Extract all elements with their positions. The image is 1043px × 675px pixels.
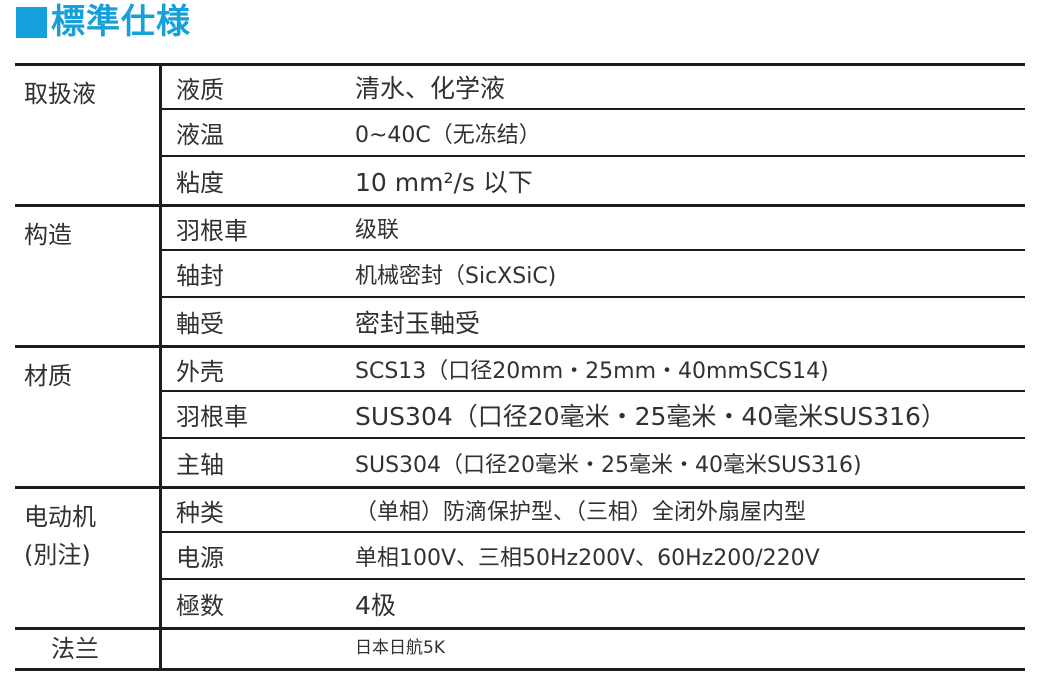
category-label-note: (別注) <box>24 541 91 570</box>
table-row: 羽根車 SUS304（口径20毫米・25毫米・40毫米SUS316） <box>162 392 1025 439</box>
table-row: 种类 （单相）防滴保护型、（三相）全闭外扇屋内型 <box>162 489 1025 533</box>
row-label: 羽根車 <box>176 216 248 245</box>
section-rows: 种类 （单相）防滴保护型、（三相）全闭外扇屋内型 电源 单相100V、三相50H… <box>162 489 1025 627</box>
row-value: 级联 <box>355 218 400 243</box>
section-category: 材质 <box>15 348 162 486</box>
row-label: 軸受 <box>176 310 224 338</box>
section-category: 构造 <box>15 207 162 345</box>
row-value: 单相100V、三相50Hz200V、60Hz200/220V <box>355 545 820 571</box>
table-row: 羽根車 级联 <box>162 207 1025 251</box>
page-title: 標準仕様 <box>16 5 191 39</box>
table-row: 極数 4极 <box>162 580 1025 627</box>
category-label: 法兰 <box>51 635 99 663</box>
section-category: 电动机 (別注) <box>15 489 162 627</box>
table-row: 日本日航5K <box>162 630 1025 666</box>
row-value: SUS304（口径20毫米・25毫米・40毫米SUS316) <box>355 452 862 478</box>
section-rows: 羽根車 级联 轴封 机械密封（SicXSiC) 軸受 密封玉軸受 <box>162 207 1025 345</box>
row-value: 机械密封（SicXSiC) <box>355 263 557 289</box>
row-value: 日本日航5K <box>355 638 445 658</box>
row-label: 轴封 <box>176 262 224 290</box>
row-value: SCS13（口径20mm・25mm・40mmSCS14) <box>355 359 829 384</box>
section-flange: 法兰 日本日航5K <box>15 630 1025 669</box>
title-square-icon <box>16 6 47 38</box>
section-rows: 液质 清水、化学液 液温 0~40C（无冻结） 粘度 10 mm²/s 以下 <box>162 66 1025 204</box>
spec-table: 取扱液 液质 清水、化学液 液温 0~40C（无冻结） 粘度 10 mm²/s … <box>15 63 1025 672</box>
row-label: 主轴 <box>176 451 224 479</box>
row-label: 液温 <box>176 121 224 149</box>
category-label: 电动机 <box>24 503 96 531</box>
category-label: 取扱液 <box>24 80 96 108</box>
row-label: 粘度 <box>176 169 224 197</box>
category-label: 材质 <box>24 362 72 390</box>
row-value: 10 mm²/s 以下 <box>355 167 533 197</box>
section-structure: 构造 羽根車 级联 轴封 机械密封（SicXSiC) 軸受 密封玉軸受 <box>15 207 1025 348</box>
row-label: 外壳 <box>176 357 224 386</box>
table-row: 軸受 密封玉軸受 <box>162 298 1025 345</box>
category-label: 构造 <box>24 221 72 249</box>
table-row: 粘度 10 mm²/s 以下 <box>162 157 1025 204</box>
section-motor: 电动机 (別注) 种类 （单相）防滴保护型、（三相）全闭外扇屋内型 电源 单相1… <box>15 489 1025 630</box>
row-value: 4极 <box>355 590 396 620</box>
table-row: 轴封 机械密封（SicXSiC) <box>162 251 1025 298</box>
section-rows: 外壳 SCS13（口径20mm・25mm・40mmSCS14) 羽根車 SUS3… <box>162 348 1025 486</box>
section-rows: 日本日航5K <box>162 630 1025 668</box>
row-label: 种类 <box>176 498 224 527</box>
row-value: SUS304（口径20毫米・25毫米・40毫米SUS316） <box>355 401 946 431</box>
page-title-text: 標準仕様 <box>51 2 191 42</box>
row-label: 电源 <box>176 544 224 572</box>
row-value: （单相）防滴保护型、（三相）全闭外扇屋内型 <box>355 500 807 525</box>
row-value: 0~40C（无冻结） <box>355 122 541 148</box>
section-material: 材质 外壳 SCS13（口径20mm・25mm・40mmSCS14) 羽根車 S… <box>15 348 1025 489</box>
row-value: 清水、化学液 <box>355 74 506 103</box>
section-category: 法兰 <box>15 630 162 669</box>
table-row: 液温 0~40C（无冻结） <box>162 110 1025 157</box>
table-row: 主轴 SUS304（口径20毫米・25毫米・40毫米SUS316) <box>162 439 1025 486</box>
table-row: 外壳 SCS13（口径20mm・25mm・40mmSCS14) <box>162 348 1025 392</box>
table-row: 电源 单相100V、三相50Hz200V、60Hz200/220V <box>162 533 1025 580</box>
section-category: 取扱液 <box>15 66 162 204</box>
row-label: 極数 <box>176 592 224 620</box>
row-label: 液质 <box>176 75 224 104</box>
table-row: 液质 清水、化学液 <box>162 66 1025 110</box>
row-label: 羽根車 <box>176 403 248 431</box>
section-handling-liquid: 取扱液 液质 清水、化学液 液温 0~40C（无冻结） 粘度 10 mm²/s … <box>15 66 1025 207</box>
row-value: 密封玉軸受 <box>355 308 481 338</box>
